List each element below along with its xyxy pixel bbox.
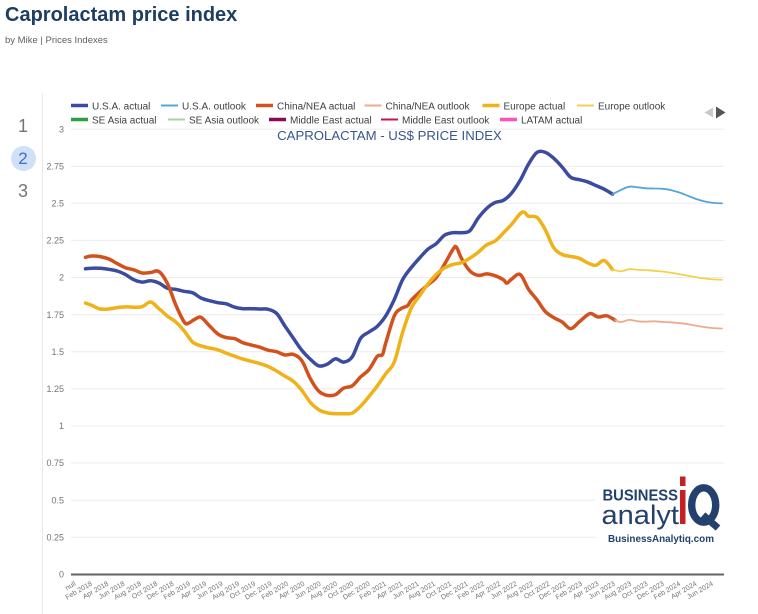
svg-text:BusinessAnalytiq.com: BusinessAnalytiq.com — [608, 533, 714, 545]
svg-text:U.S.A. actual: U.S.A. actual — [92, 101, 150, 112]
svg-text:2.5: 2.5 — [51, 199, 64, 209]
svg-text:1: 1 — [59, 421, 64, 431]
svg-text:SE Asia outlook: SE Asia outlook — [189, 115, 260, 126]
svg-text:Middle East actual: Middle East actual — [290, 115, 372, 126]
svg-text:Europe actual: Europe actual — [504, 101, 566, 112]
svg-text:2.75: 2.75 — [46, 161, 64, 171]
svg-text:1.75: 1.75 — [46, 310, 64, 320]
svg-text:BUSINESS: BUSINESS — [603, 488, 679, 505]
svg-text:2.25: 2.25 — [46, 236, 64, 246]
svg-text:0: 0 — [59, 570, 64, 580]
svg-text:Middle East outlook: Middle East outlook — [402, 115, 490, 126]
svg-text:1.5: 1.5 — [51, 347, 64, 357]
svg-text:3: 3 — [59, 124, 64, 134]
svg-text:LATAM actual: LATAM actual — [521, 115, 582, 126]
svg-text:China/NEA actual: China/NEA actual — [277, 101, 355, 112]
svg-text:China/NEA outlook: China/NEA outlook — [386, 101, 471, 112]
svg-text:SE Asia actual: SE Asia actual — [92, 115, 156, 126]
svg-text:0.25: 0.25 — [46, 532, 64, 542]
svg-text:0.75: 0.75 — [46, 458, 64, 468]
svg-text:2: 2 — [59, 273, 64, 283]
svg-text:null: null — [64, 580, 77, 592]
svg-text:CAPROLACTAM - US$ PRICE INDEX: CAPROLACTAM - US$ PRICE INDEX — [277, 128, 502, 143]
svg-text:U.S.A. outlook: U.S.A. outlook — [182, 101, 247, 112]
svg-text:0.5: 0.5 — [51, 495, 64, 505]
svg-text:Europe outlook: Europe outlook — [598, 101, 666, 112]
svg-text:1.25: 1.25 — [46, 384, 64, 394]
svg-text:analyt: analyt — [602, 500, 680, 530]
